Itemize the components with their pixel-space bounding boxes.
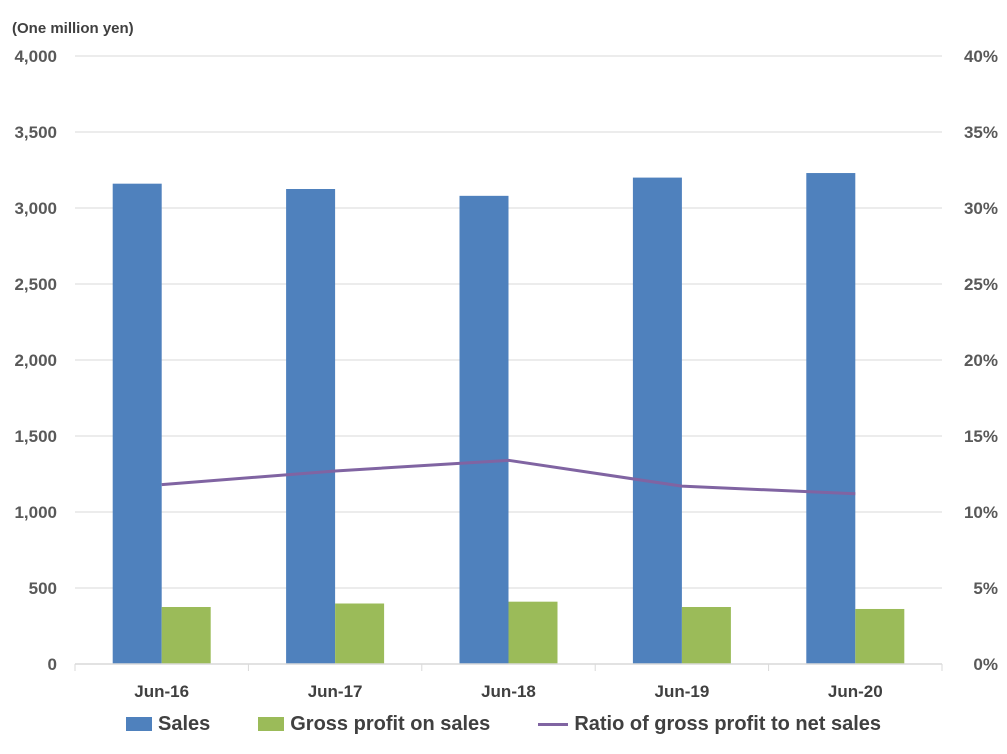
legend-label-ratio: Ratio of gross profit to net sales — [574, 712, 882, 735]
bar-sales-jun-18 — [459, 195, 509, 664]
legend-item-gross-profit: Gross profit on sales — [258, 713, 490, 736]
bars — [112, 173, 905, 665]
x-tick-label: Jun-20 — [828, 682, 883, 701]
y-right-tick-label: 15% — [964, 427, 998, 446]
y-right-tick-label: 10% — [964, 503, 998, 522]
x-tick-label: Jun-18 — [481, 682, 536, 701]
bar-sales-jun-19 — [632, 177, 682, 664]
legend-swatch-sales — [125, 717, 152, 731]
ratio-line — [161, 458, 856, 496]
bar-sales-jun-17 — [286, 189, 336, 664]
y-right-tick-label: 30% — [964, 199, 998, 218]
bar-gross-profit-on-sales-jun-18 — [508, 601, 558, 664]
bar-gross-profit-on-sales-jun-19 — [681, 607, 731, 664]
axes: 0 0% 500 5% 1,000 10% 1,500 15% 2,000 20% 2,500 25%… — [14, 47, 998, 701]
y-right-tick-label: 40% — [964, 47, 998, 66]
bar-gross-profit-on-sales-jun-17 — [335, 603, 385, 664]
legend-item-ratio: Ratio of gross profit to net sales — [538, 713, 881, 736]
y-left-tick-label: 3,000 — [14, 199, 57, 218]
x-tick-label: Jun-19 — [655, 682, 710, 701]
y-left-tick-label: 4,000 — [14, 47, 57, 66]
y-right-tick-label: 5% — [973, 579, 998, 598]
x-tick-label: Jun-17 — [308, 682, 363, 701]
y-right-tick-label: 25% — [964, 275, 998, 294]
line-ratio-of-gross-profit — [161, 458, 856, 496]
bar-gross-profit-on-sales-jun-16 — [161, 607, 211, 664]
y-left-tick-label: 3,500 — [14, 123, 57, 142]
legend-swatch-gross-profit — [258, 717, 285, 731]
legend-item-sales: Sales — [125, 712, 211, 736]
bar-sales-jun-16 — [112, 183, 162, 664]
y-right-tick-label: 20% — [964, 351, 998, 370]
bar-sales-jun-20 — [806, 173, 856, 665]
x-tick-label: Jun-16 — [134, 682, 189, 701]
y-left-tick-label: 0 — [48, 655, 57, 674]
y-right-tick-label: 35% — [964, 123, 998, 142]
legend: Sales Gross profit on sales Ratio of gro… — [0, 708, 1007, 740]
y-left-tick-label: 1,500 — [14, 427, 57, 446]
y-left-tick-label: 500 — [29, 579, 57, 598]
bar-gross-profit-on-sales-jun-20 — [855, 608, 905, 664]
y-left-tick-label: 2,500 — [14, 275, 57, 294]
y-left-tick-label: 1,000 — [14, 503, 57, 522]
y-left-tick-label: 2,000 — [14, 351, 57, 370]
legend-label-gross-profit: Gross profit on sales — [290, 712, 491, 735]
legend-label-sales: Sales — [157, 712, 211, 735]
y-axis-unit-label: (One million yen) — [12, 20, 134, 37]
y-right-tick-label: 0% — [973, 655, 998, 674]
legend-swatch-ratio — [538, 722, 569, 726]
